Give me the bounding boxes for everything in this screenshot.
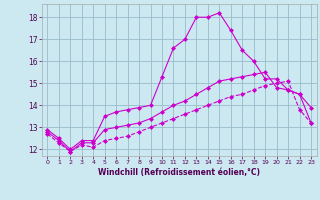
X-axis label: Windchill (Refroidissement éolien,°C): Windchill (Refroidissement éolien,°C) <box>98 168 260 177</box>
